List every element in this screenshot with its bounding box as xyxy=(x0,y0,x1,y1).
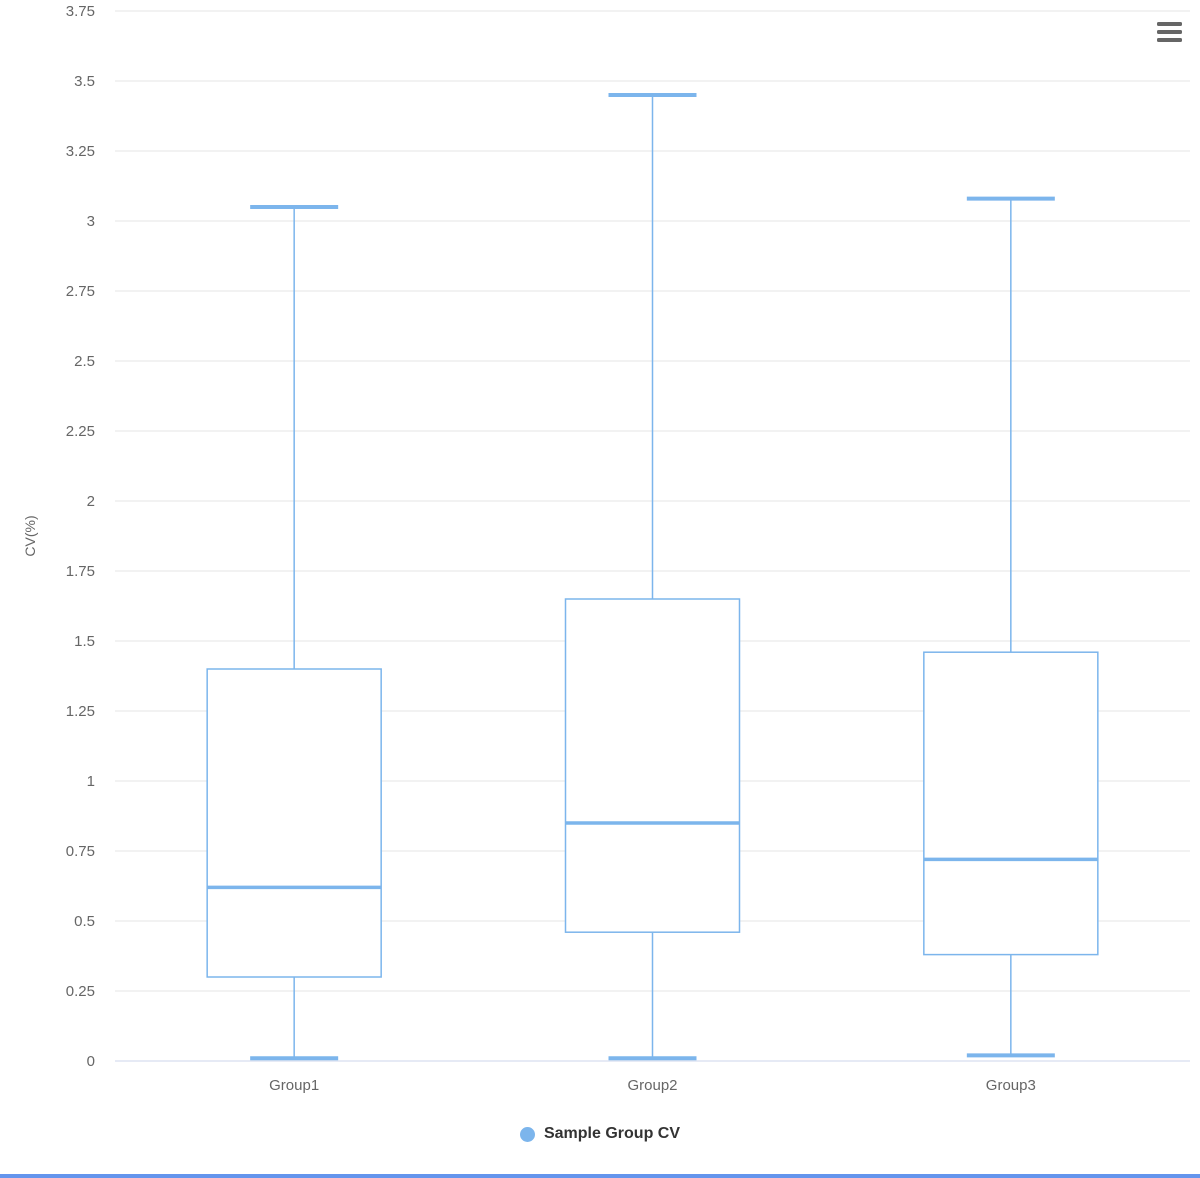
y-tick-label: 3 xyxy=(87,213,95,230)
iqr-box xyxy=(923,651,1099,956)
iqr-box xyxy=(564,598,741,933)
legend-marker-icon xyxy=(519,1126,535,1142)
y-tick-label: 2.75 xyxy=(66,283,95,300)
hamburger-icon xyxy=(1157,38,1182,42)
x-category-label: Group2 xyxy=(627,1077,677,1094)
legend-label: Sample Group CV xyxy=(543,1125,681,1142)
legend-item[interactable]: Sample Group CV xyxy=(0,1120,1200,1148)
y-tick-label: 1.25 xyxy=(66,703,95,720)
y-tick-label: 0.5 xyxy=(74,913,95,930)
y-tick-label: 2.25 xyxy=(66,423,95,440)
hamburger-icon xyxy=(1157,30,1182,34)
y-tick-label: 2.5 xyxy=(74,353,95,370)
y-tick-label: 1.75 xyxy=(66,563,95,580)
y-tick-label: 2 xyxy=(87,493,95,510)
boxplot-point-Group2[interactable] xyxy=(564,93,741,1061)
y-tick-label: 0.75 xyxy=(66,843,95,860)
y-tick-label: 0 xyxy=(87,1053,95,1070)
y-tick-label: 0.25 xyxy=(66,983,95,1000)
y-tick-label: 1.5 xyxy=(74,633,95,650)
x-category-label: Group1 xyxy=(269,1077,319,1094)
x-category-label: Group3 xyxy=(986,1077,1036,1094)
y-tick-label: 1 xyxy=(87,773,95,790)
y-tick-label: 3.25 xyxy=(66,143,95,160)
iqr-box xyxy=(206,668,382,978)
boxplot-point-Group3[interactable] xyxy=(923,196,1099,1058)
hamburger-icon xyxy=(1157,22,1182,26)
boxplot-point-Group1[interactable] xyxy=(206,205,382,1061)
chart-context-menu-button[interactable] xyxy=(1157,21,1183,43)
y-tick-label: 3.75 xyxy=(66,3,95,20)
y-axis-title: CV(%) xyxy=(22,515,38,557)
plot-area: 0 0.25 0.5 0.75 1 1.25 1.5 1.75 2 2.25 2.5 2.75 3 3.2… xyxy=(66,3,1190,1094)
page-bottom-divider xyxy=(0,1174,1200,1178)
y-tick-label: 3.5 xyxy=(74,73,95,90)
